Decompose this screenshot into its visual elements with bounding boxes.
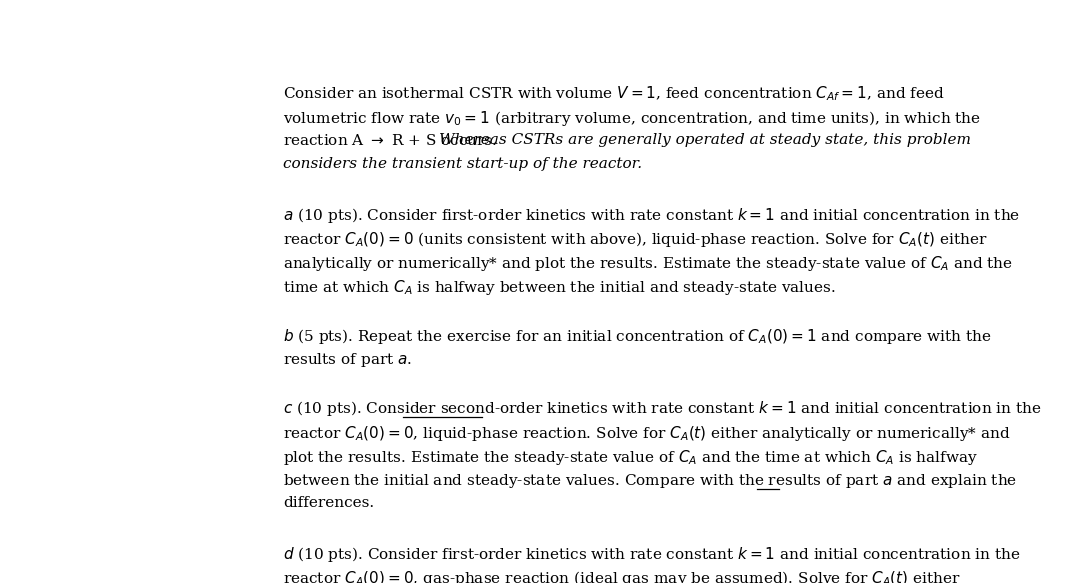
Text: Whereas CSTRs are generally operated at steady state, this problem: Whereas CSTRs are generally operated at … — [439, 133, 971, 147]
Text: $d$ (10 pts). Consider first-order kinetics with rate constant $k = 1$ and initi: $d$ (10 pts). Consider first-order kinet… — [284, 545, 1021, 564]
Text: analytically or numerically* and plot the results. Estimate the steady-state val: analytically or numerically* and plot th… — [284, 254, 1013, 273]
Text: reaction A $\rightarrow$ R + S occurs.: reaction A $\rightarrow$ R + S occurs. — [284, 133, 499, 148]
Text: volumetric flow rate $v_0 = 1$ (arbitrary volume, concentration, and time units): volumetric flow rate $v_0 = 1$ (arbitrar… — [284, 108, 982, 128]
Text: Consider an isothermal CSTR with volume $V = 1$, feed concentration $C_{Af} = 1$: Consider an isothermal CSTR with volume … — [284, 85, 945, 103]
Text: reactor $C_A(0) = 0$, gas-phase reaction (ideal gas may be assumed). Solve for $: reactor $C_A(0) = 0$, gas-phase reaction… — [284, 569, 961, 583]
Text: $a$ (10 pts). Consider first-order kinetics with rate constant $k = 1$ and initi: $a$ (10 pts). Consider first-order kinet… — [284, 206, 1021, 224]
Text: results of part $a$.: results of part $a$. — [284, 351, 412, 369]
Text: reactor $C_A(0) = 0$, liquid-phase reaction. Solve for $C_A(t)$ either analytica: reactor $C_A(0) = 0$, liquid-phase react… — [284, 424, 1011, 442]
Text: $b$ (5 pts). Repeat the exercise for an initial concentration of $C_A(0) = 1$ an: $b$ (5 pts). Repeat the exercise for an … — [284, 326, 992, 346]
Text: considers the transient start-up of the reactor.: considers the transient start-up of the … — [284, 157, 642, 171]
Text: plot the results. Estimate the steady-state value of $C_A$ and the time at which: plot the results. Estimate the steady-st… — [284, 448, 978, 467]
Text: time at which $C_A$ is halfway between the initial and steady-state values.: time at which $C_A$ is halfway between t… — [284, 278, 836, 297]
Text: $c$ (10 pts). Consider second-order kinetics with rate constant $k = 1$ and init: $c$ (10 pts). Consider second-order kine… — [284, 399, 1041, 419]
Text: differences.: differences. — [284, 497, 374, 511]
Text: between the initial and steady-state values. Compare with the results of part $a: between the initial and steady-state val… — [284, 472, 1017, 490]
Text: reactor $C_A(0) = 0$ (units consistent with above), liquid-phase reaction. Solve: reactor $C_A(0) = 0$ (units consistent w… — [284, 230, 988, 249]
